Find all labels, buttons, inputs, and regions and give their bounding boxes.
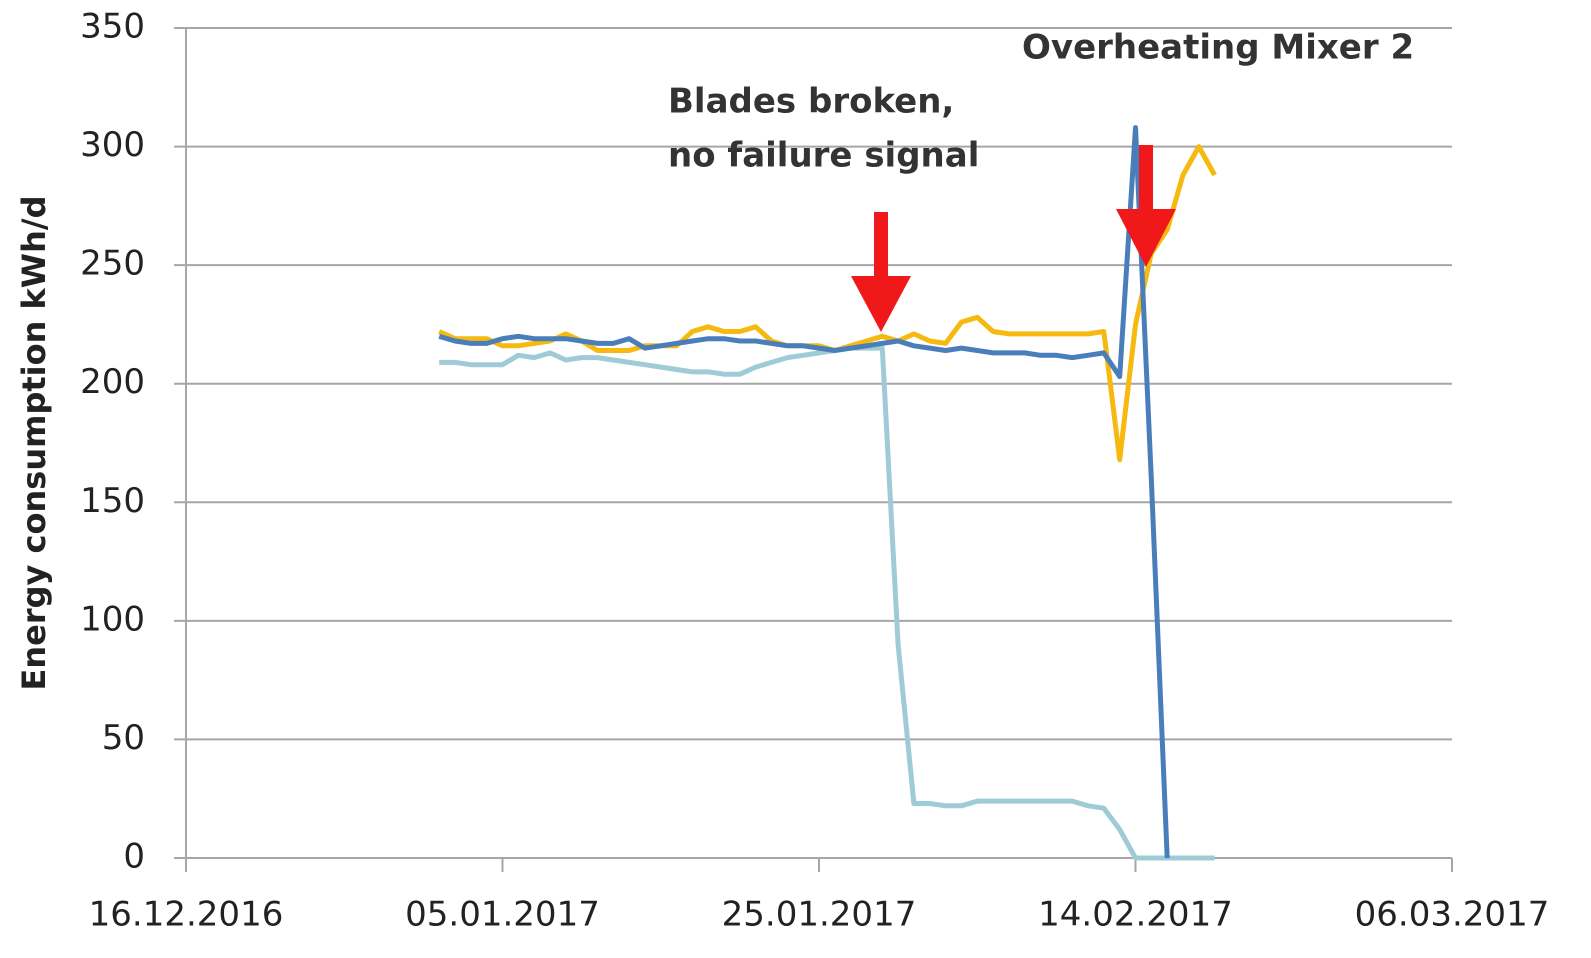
arrow-head — [851, 276, 911, 332]
annotation: no failure signal — [668, 136, 979, 176]
arrow-head — [1116, 209, 1176, 267]
y-tick-label: 300 — [80, 125, 145, 165]
arrow-shaft — [1139, 145, 1153, 211]
series-line — [438, 144, 1217, 463]
x-tick-label: 06.03.2017 — [1355, 895, 1550, 935]
y-tick-label: 100 — [80, 599, 145, 639]
y-axis-label: Energy consumption kWh/d — [15, 196, 53, 691]
y-tick-label: 150 — [80, 481, 145, 521]
y-tick-label: 350 — [80, 7, 145, 47]
x-tick-label: 16.12.2016 — [89, 895, 284, 935]
x-tick-label: 14.02.2017 — [1038, 895, 1233, 935]
x-tick-label: 25.01.2017 — [722, 895, 917, 935]
series-line — [439, 345, 1215, 861]
arrow-shaft — [874, 212, 888, 278]
annotation: Blades broken, — [668, 82, 954, 122]
y-tick-label: 200 — [80, 362, 145, 402]
annotation-arrows — [851, 145, 1176, 332]
y-tick-label: 0 — [123, 837, 145, 877]
series-line — [438, 125, 1170, 859]
y-tick-label: 250 — [80, 244, 145, 284]
y-tick-label: 50 — [102, 718, 145, 758]
annotation: Overheating Mixer 2 — [1022, 28, 1414, 68]
x-tick-label: 05.01.2017 — [405, 895, 600, 935]
